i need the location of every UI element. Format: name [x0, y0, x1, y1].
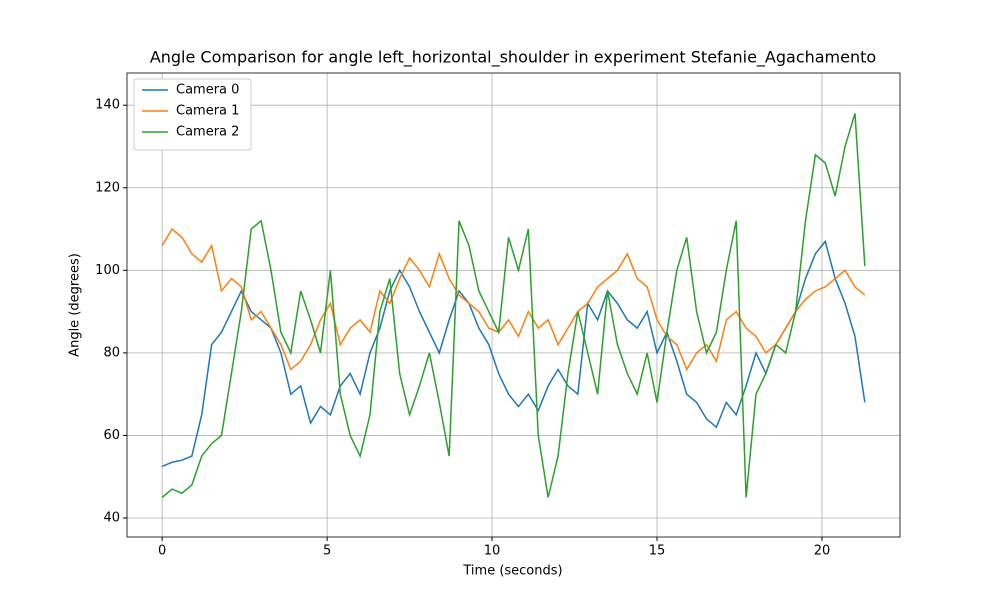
y-tick-label: 140 [95, 98, 120, 113]
x-tick-label: 10 [484, 544, 501, 559]
data-line [161, 239, 866, 468]
y-tick-label: 100 [95, 263, 120, 278]
y-axis-label: Angle (degrees) [68, 253, 83, 357]
x-tick-label: 0 [158, 544, 166, 559]
x-tick-label: 20 [814, 544, 831, 559]
y-tick-label: 60 [103, 428, 120, 443]
plot-frame [126, 72, 901, 538]
legend-label: Camera 1 [176, 104, 239, 119]
y-tick-label: 120 [95, 180, 120, 195]
chart-title: Angle Comparison for angle left_horizont… [150, 48, 876, 68]
x-axis-label: Time (seconds) [462, 564, 562, 579]
x-tick-label: 15 [649, 544, 666, 559]
y-tick-label: 80 [103, 345, 120, 360]
data-line [161, 113, 866, 498]
data-line [161, 227, 866, 372]
y-tick-label: 40 [103, 511, 120, 526]
legend-label: Camera 2 [176, 125, 239, 140]
x-tick-label: 5 [323, 544, 331, 559]
legend-label: Camera 0 [176, 83, 239, 98]
